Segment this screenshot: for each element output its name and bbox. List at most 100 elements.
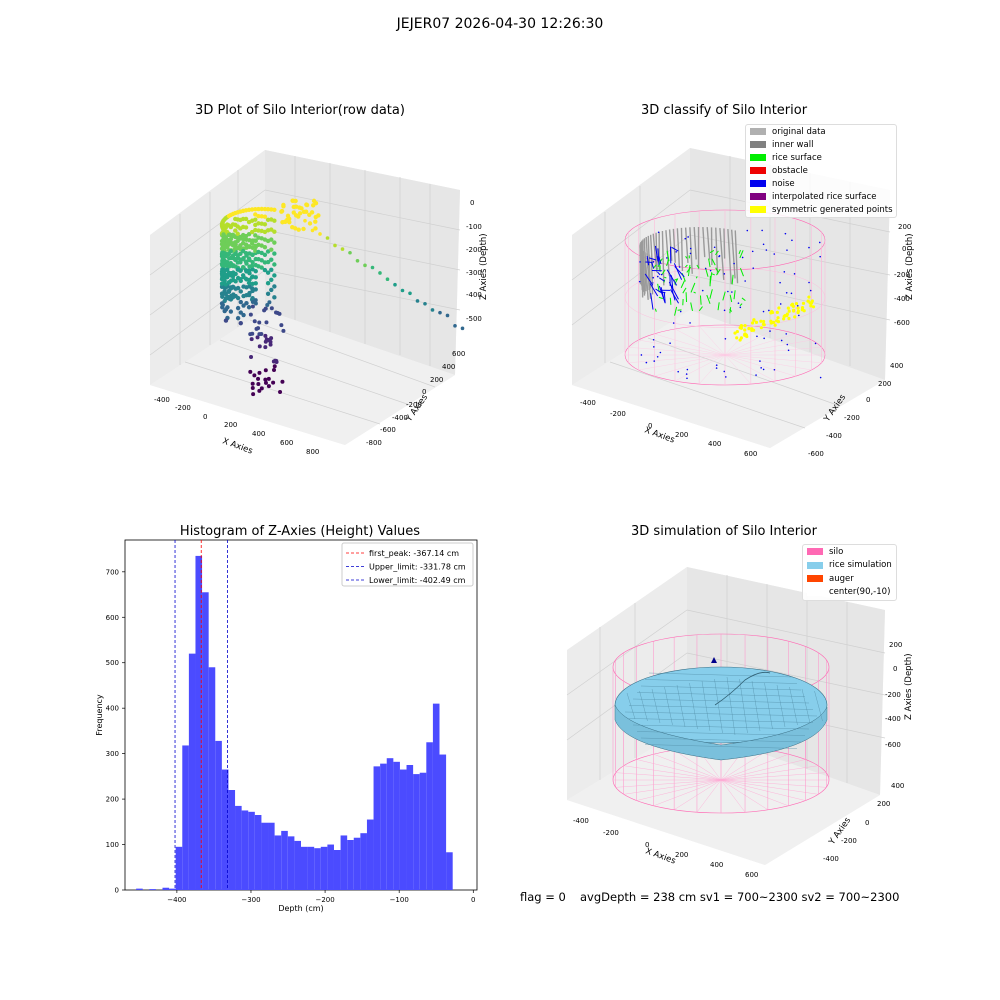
simulation-ytick: 0 <box>865 819 869 827</box>
simulation-plot-title: 3D simulation of Silo Interior <box>631 524 817 539</box>
rice-surface-point <box>716 268 721 276</box>
silo-wire <box>720 779 789 806</box>
noise-point <box>744 280 746 282</box>
raw-ytick: 600 <box>452 350 465 358</box>
raw-ytick: -800 <box>366 439 382 447</box>
simulation-ytick: -400 <box>823 855 839 863</box>
raw-point <box>281 204 286 209</box>
surface-mesh-line <box>644 679 798 684</box>
simulation-xtick: -400 <box>573 817 589 825</box>
surface-mesh-line <box>632 724 810 730</box>
inner-wall-point <box>734 230 739 284</box>
raw-point <box>257 370 262 375</box>
raw-point <box>265 217 271 222</box>
silo-wire <box>724 339 812 356</box>
noise-point <box>785 333 788 335</box>
x-tick-label: −400 <box>167 896 186 904</box>
rice-surface-point <box>738 249 741 255</box>
raw-point <box>272 284 277 289</box>
silo-wire <box>636 759 722 781</box>
inner-wall-point <box>680 227 684 271</box>
silo-wire <box>696 779 722 813</box>
raw-point <box>257 332 262 337</box>
histogram-bar <box>254 815 262 890</box>
raw-point <box>223 282 228 287</box>
silo-wire <box>720 779 827 788</box>
inner-wall-point <box>727 229 732 284</box>
rice-surface-point <box>690 282 696 293</box>
legend-swatch <box>807 548 823 556</box>
raw-point <box>256 376 261 381</box>
legend-label: obstacle <box>772 165 808 176</box>
raw-xtick: 600 <box>280 439 293 447</box>
inner-wall-point <box>643 238 647 292</box>
raw-point <box>253 207 258 212</box>
symmetric-point <box>809 304 813 308</box>
rice-surface-point <box>654 308 657 312</box>
rice-surface-point <box>717 302 720 311</box>
noise-point <box>686 377 688 380</box>
noise-point <box>658 256 662 265</box>
histogram-legend-label: Lower_limit: -402.49 cm <box>369 576 466 585</box>
noise-point <box>670 275 674 289</box>
rice-surface-point <box>739 303 743 307</box>
symmetric-point <box>759 319 763 323</box>
noise-point <box>649 283 659 297</box>
simulation-ztick: -600 <box>885 741 901 749</box>
legend-label: symmetric generated points <box>772 204 893 215</box>
rice-surface-point <box>709 250 715 254</box>
silo-wire <box>674 750 722 781</box>
rice-surface-point <box>674 306 678 316</box>
noise-point <box>678 266 681 268</box>
legend-swatch <box>750 141 766 148</box>
silo-wire <box>720 779 819 795</box>
simulation-xtick: 200 <box>675 851 688 859</box>
raw-plot-title: 3D Plot of Silo Interior(row data) <box>195 103 405 118</box>
silo-wire <box>724 325 752 356</box>
silo-wire <box>698 325 726 356</box>
legend-swatch <box>750 206 766 213</box>
raw-point <box>238 268 243 273</box>
inner-wall-point <box>676 228 681 267</box>
classify-xtick: -200 <box>610 410 626 418</box>
histogram-bar <box>248 811 255 890</box>
histogram-bar <box>366 819 374 890</box>
silo-wire <box>724 354 776 382</box>
raw-point <box>400 288 405 293</box>
noise-point <box>668 281 679 300</box>
rice-surface-point <box>733 290 736 300</box>
figure-title: JEJER07 2026-04-30 12:26:30 <box>396 16 604 32</box>
depth-readout: avgDepth = 238 cm sv1 = 700~2300 sv2 = 7… <box>580 890 900 904</box>
surface-mesh-line <box>624 711 818 717</box>
symmetric-point <box>743 328 747 332</box>
y-tick-label: 400 <box>106 705 119 713</box>
auger-icon <box>711 657 717 663</box>
inner-wall-point <box>668 229 673 261</box>
rice-surface-point <box>673 278 678 281</box>
raw-point <box>257 320 262 325</box>
raw-point <box>250 281 255 286</box>
raw-point <box>430 308 435 312</box>
silo-wire <box>615 779 722 788</box>
raw-point <box>246 292 252 298</box>
classify-ytick: 200 <box>878 380 891 388</box>
silo-wire <box>615 772 722 781</box>
rice-surface-point <box>669 297 672 305</box>
silo-wire <box>720 779 806 801</box>
classify-xtick: 200 <box>675 431 688 439</box>
raw-point <box>340 247 345 251</box>
legend-swatch <box>750 193 766 200</box>
rice-surface-point <box>696 264 700 269</box>
raw-point <box>246 305 252 310</box>
raw-point <box>272 229 277 234</box>
symmetric-point <box>775 310 779 314</box>
raw-point <box>262 244 268 250</box>
histogram-title: Histogram of Z-Axies (Height) Values <box>179 524 421 539</box>
histogram-bar <box>136 888 143 890</box>
raw-point <box>250 304 255 309</box>
raw-point <box>259 265 264 270</box>
inner-wall-point <box>645 236 650 291</box>
symmetric-point <box>787 316 791 321</box>
noise-point <box>741 256 744 259</box>
rice-surface-point <box>664 276 667 279</box>
